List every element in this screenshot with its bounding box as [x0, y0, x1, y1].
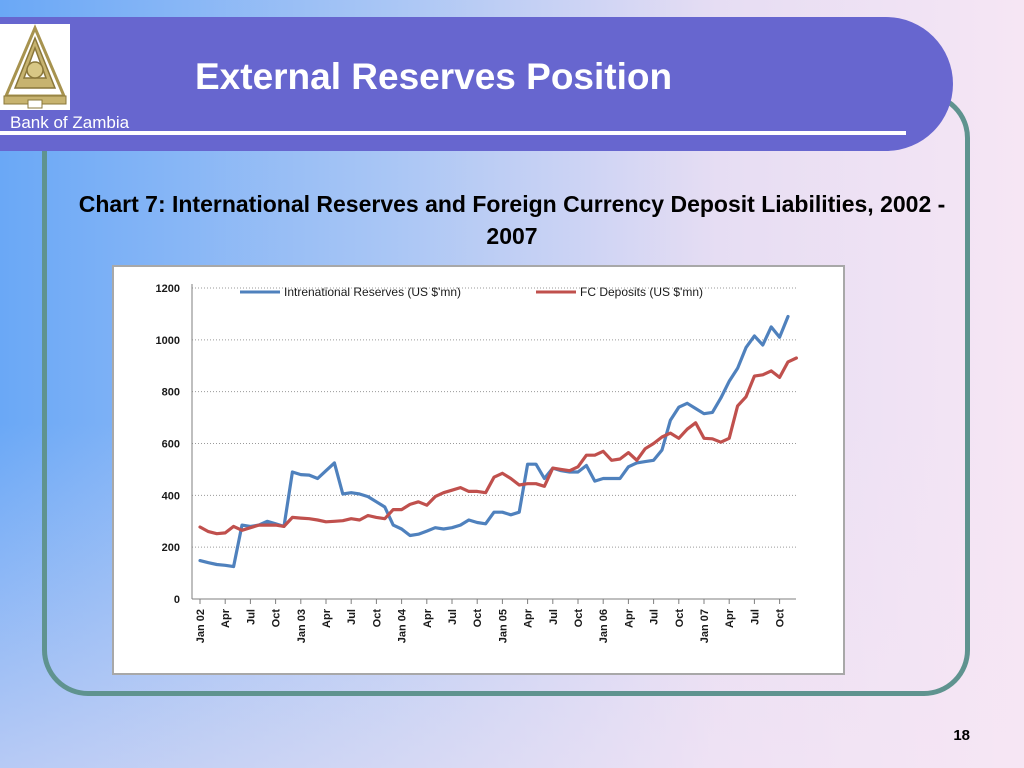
x-tick-label: Jul	[346, 609, 358, 625]
x-tick-label: Oct	[271, 609, 283, 628]
legend-label: Intrenational Reserves (US $'mn)	[284, 285, 461, 299]
x-tick-label: Jul	[749, 609, 761, 625]
legend-label: FC Deposits (US $'mn)	[580, 285, 703, 299]
chart-container: 0 200 400 600 800 1000 1200 Jan 02 Apr Jul Oct Jan …	[112, 265, 845, 675]
header-underline	[0, 131, 906, 135]
x-tick-label: Jan 07	[699, 609, 711, 643]
x-tick-label: Jul	[447, 609, 459, 625]
y-tick-label: 1000	[156, 335, 180, 347]
x-tick-label: Apr	[220, 608, 232, 628]
y-tick-label: 1200	[156, 283, 180, 295]
y-tick-label: 600	[162, 439, 180, 451]
page-title: External Reserves Position	[195, 56, 673, 97]
x-tick-label: Oct	[674, 609, 686, 628]
y-tick-label: 400	[162, 490, 180, 502]
x-tick-label: Jan 03	[296, 609, 308, 643]
y-tick-label: 800	[162, 387, 180, 399]
x-tick-label: Apr	[321, 608, 333, 628]
y-tick-label: 0	[174, 594, 180, 606]
line-chart: 0 200 400 600 800 1000 1200 Jan 02 Apr Jul Oct Jan …	[156, 283, 799, 643]
x-tick-label: Jan 05	[497, 609, 509, 643]
x-tick-label: Jan 04	[397, 608, 409, 643]
x-tick-label: Jan 06	[598, 609, 610, 643]
x-tick-label: Oct	[371, 609, 383, 628]
x-tick-label: Apr	[523, 608, 535, 628]
x-tick-label: Oct	[573, 609, 585, 628]
bank-name: Bank of Zambia	[10, 113, 130, 132]
bank-of-zambia-logo-icon	[3, 24, 67, 109]
series-line-fc-deposits	[198, 356, 799, 536]
series-line-reserves	[198, 314, 790, 569]
chart-title: Chart 7: International Reserves and Fore…	[78, 191, 946, 249]
x-tick-label: Jan 02	[195, 609, 207, 643]
x-tick-label: Jul	[649, 609, 661, 625]
page-number: 18	[953, 727, 970, 744]
x-tick-label: Oct	[472, 609, 484, 628]
x-tick-label: Jul	[245, 609, 257, 625]
header-banner	[0, 17, 953, 151]
y-tick-label: 200	[162, 542, 180, 554]
x-tick-label: Apr	[422, 608, 434, 628]
x-tick-label: Apr	[623, 608, 635, 628]
x-tick-label: Jul	[548, 609, 560, 625]
bank-logo	[0, 24, 70, 110]
x-tick-label: Oct	[775, 609, 787, 628]
x-tick-label: Apr	[724, 608, 736, 628]
